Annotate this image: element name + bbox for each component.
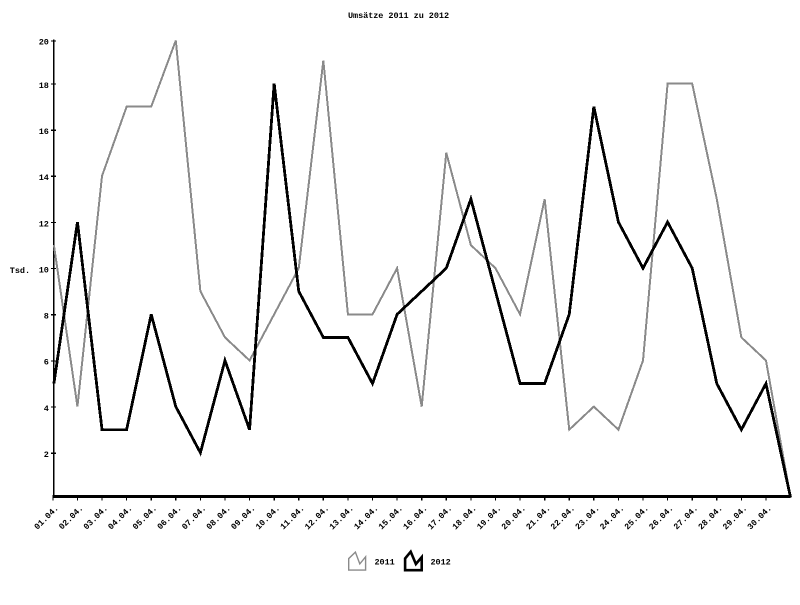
svg-text:2012: 2012 <box>431 558 451 568</box>
svg-text:20: 20 <box>39 38 49 48</box>
svg-text:6: 6 <box>44 358 49 368</box>
svg-text:14: 14 <box>39 173 49 183</box>
svg-text:16: 16 <box>39 127 49 137</box>
svg-text:2011: 2011 <box>375 558 395 568</box>
svg-text:Umsätze 2011 zu 2012: Umsätze 2011 zu 2012 <box>348 11 449 21</box>
svg-text:2: 2 <box>44 450 49 460</box>
svg-text:Tsd.: Tsd. <box>10 266 30 276</box>
svg-text:18: 18 <box>39 81 49 91</box>
svg-text:8: 8 <box>44 312 49 322</box>
svg-text:4: 4 <box>44 404 49 414</box>
svg-text:12: 12 <box>39 219 49 229</box>
svg-text:10: 10 <box>39 265 49 275</box>
